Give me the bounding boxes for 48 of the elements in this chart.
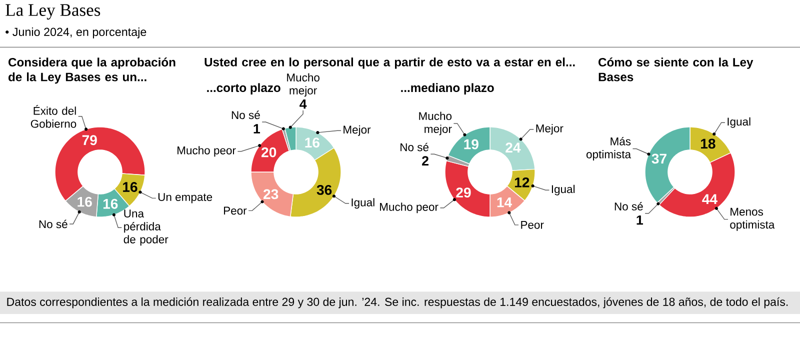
data-label: 14 xyxy=(497,197,512,208)
chart-subtitle: ...mediano plazo xyxy=(401,83,494,94)
slice-label: Mucho mejor xyxy=(419,112,452,136)
chart-title: Usted cree en lo personal que a partir de esto va a estar en el... xyxy=(204,58,575,69)
data-label: 37 xyxy=(652,154,666,164)
slice-label: Igual xyxy=(728,117,750,128)
data-label: 1 xyxy=(254,124,260,134)
slice-label: Mucho peor xyxy=(380,202,438,214)
data-label: 19 xyxy=(464,139,478,150)
slice-label: Peor xyxy=(224,206,247,215)
data-label: 79 xyxy=(82,135,97,146)
data-label: 44 xyxy=(702,194,718,204)
data-label: 1 xyxy=(636,215,643,225)
slice-label: Mucho peor xyxy=(178,146,236,157)
slice-label: No sé xyxy=(614,202,643,210)
slice-label: Mucho mejor xyxy=(287,73,320,97)
data-label: 16 xyxy=(123,182,138,192)
slice-label: Igual xyxy=(352,198,374,209)
data-label: 23 xyxy=(264,189,278,200)
slice-label: Menos optimista xyxy=(730,208,775,231)
data-label: 24 xyxy=(506,142,521,152)
text: Datos correspondientes a la medición realizada entre 29 y 30 de jun. ’24. Se inc. respuestas de 1.149 encuestados, jóvenes de 18 años, de todo el país. xyxy=(7,297,788,308)
data-label: 16 xyxy=(305,138,320,148)
text: ...corto plazo xyxy=(207,83,280,94)
data-label: 29 xyxy=(456,188,471,198)
slice-label: Mejor xyxy=(344,125,371,136)
data-label: 16 xyxy=(78,196,92,207)
slice-label: Peor xyxy=(521,220,544,229)
text: • Junio 2024, en porcentaje xyxy=(6,27,146,38)
data-label: 4 xyxy=(300,99,307,109)
slice-label: Más optimista xyxy=(586,136,632,161)
data-label: 18 xyxy=(701,138,716,149)
slice-label: Una pérdida de poder xyxy=(124,210,168,246)
data-label: 16 xyxy=(103,198,118,209)
slice-label: No sé xyxy=(400,142,428,152)
slice-label: Igual xyxy=(552,184,575,196)
text: La Ley Bases xyxy=(6,4,100,20)
data-label: 36 xyxy=(316,184,332,195)
slice-label: Un empate xyxy=(158,193,212,204)
data-label: 12 xyxy=(514,177,530,188)
slice-label: Mejor xyxy=(536,124,564,135)
data-label: 20 xyxy=(262,147,276,158)
slice-label: No sé xyxy=(232,110,260,120)
chart-title: Cómo se siente con la Ley Bases xyxy=(598,58,754,82)
chart-title: Considera que la aprobación de la Ley Bases es un... xyxy=(8,58,176,84)
data-label: 2 xyxy=(422,156,428,166)
slice-label: Éxito del Gobierno xyxy=(30,104,76,128)
slice-label: No sé xyxy=(39,220,68,228)
